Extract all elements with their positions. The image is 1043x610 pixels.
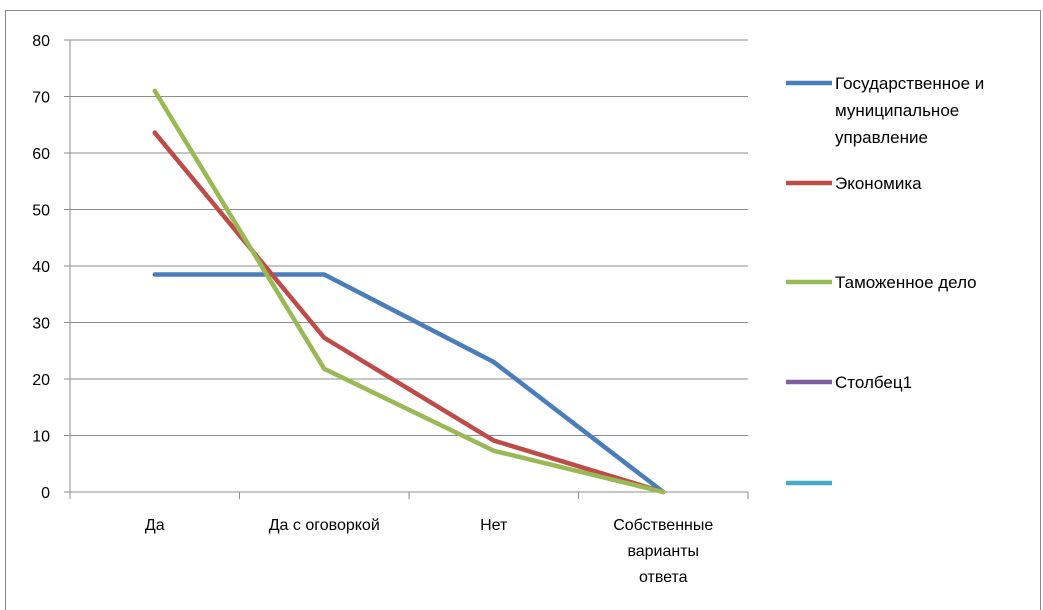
axes: [64, 39, 749, 499]
y-tick-label: 40: [32, 259, 50, 276]
y-tick-label: 60: [32, 146, 50, 163]
x-tick-label: Нет: [480, 517, 508, 534]
y-axis-tick-labels: 0 10 20 30 40 50 60 70 80: [32, 33, 50, 502]
y-tick-label: 0: [41, 485, 50, 502]
legend-label-3: Таможенное дело: [835, 273, 977, 292]
chart-frame: [5, 10, 1041, 610]
y-tick-label: 20: [32, 372, 50, 389]
series-line-3: [152, 88, 666, 495]
legend: Государственное и муниципальное управление…: [786, 74, 984, 486]
y-tick-label: 30: [32, 316, 50, 333]
y-tick-label: 80: [32, 33, 50, 50]
series-lines: [152, 88, 666, 495]
x-axis-tick-labels: Да Да с оговоркой Нет Собственные варианты от…: [145, 517, 713, 586]
x-tick-label: Собственные варианты ответа: [613, 517, 713, 586]
y-tick-label: 10: [32, 429, 50, 446]
y-tick-label: 50: [32, 203, 50, 220]
grid-lines: [70, 39, 748, 436]
x-tick-label: Да: [145, 517, 165, 534]
legend-label-4: Столбец1: [835, 373, 912, 392]
legend-label-2: Экономика: [835, 174, 922, 193]
legend-label-1: Государственное и муниципальное управление: [835, 74, 984, 147]
series-line-2: [152, 130, 666, 495]
y-tick-label: 70: [32, 90, 50, 107]
x-tick-label: Да с оговоркой: [269, 517, 380, 534]
series-line-1: [152, 272, 666, 495]
